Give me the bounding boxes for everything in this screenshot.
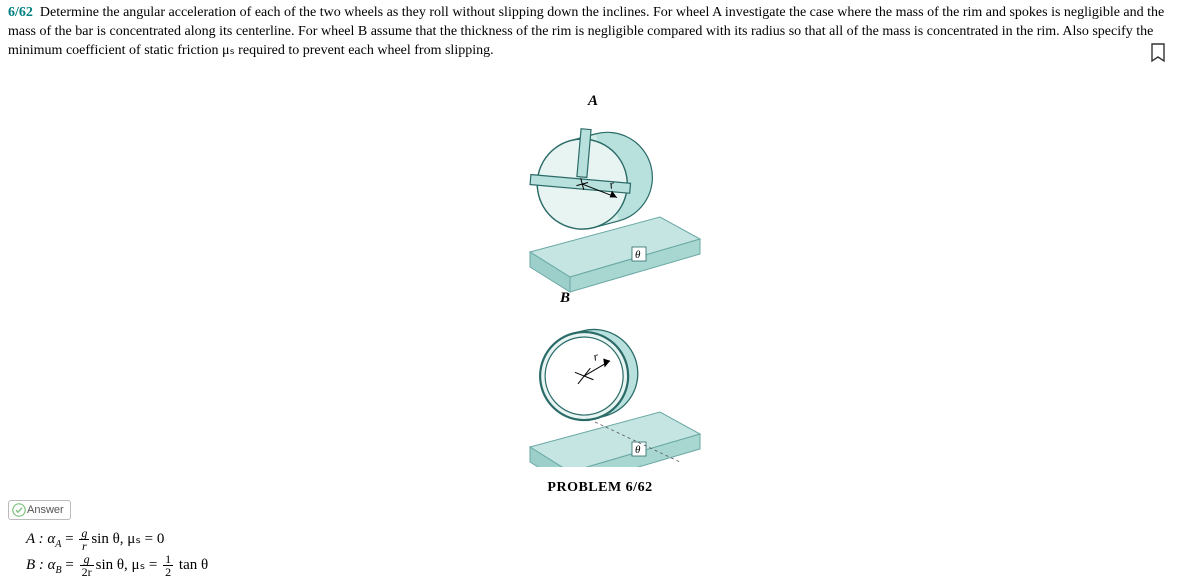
bookmark-icon[interactable]	[1148, 42, 1168, 69]
figure: θ r A	[0, 67, 1200, 496]
problem-number: 6/62	[8, 5, 33, 20]
answer-line-a: A : αA = grsin θ, μₛ = 0	[26, 527, 1192, 553]
label-b: B	[559, 290, 570, 306]
figure-caption: PROBLEM 6/62	[0, 480, 1200, 496]
problem-statement: 6/62 Determine the angular acceleration …	[0, 0, 1200, 63]
answer-toggle[interactable]: Answer	[8, 500, 71, 520]
svg-text:θ: θ	[635, 444, 641, 456]
answer-line-b: B : αB = g2rsin θ, μₛ = 12 tan θ	[26, 553, 1192, 579]
problem-text: Determine the angular acceleration of ea…	[8, 5, 1164, 58]
label-a: A	[587, 93, 598, 109]
answer-content: A : αA = grsin θ, μₛ = 0 B : αB = g2rsin…	[8, 523, 1192, 579]
svg-text:θ: θ	[635, 249, 641, 261]
answer-section: Answer A : αA = grsin θ, μₛ = 0 B : αB =…	[0, 496, 1200, 587]
check-circle-icon	[11, 502, 27, 518]
answer-toggle-label: Answer	[27, 504, 64, 516]
